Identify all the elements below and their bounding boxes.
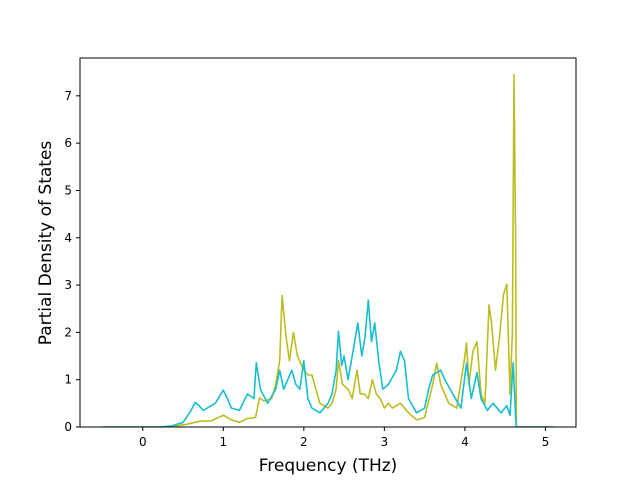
x-tick-label: 1 xyxy=(220,435,228,449)
y-tick-label: 0 xyxy=(64,420,72,434)
x-axis-label: Frequency (THz) xyxy=(259,456,398,476)
y-tick-label: 3 xyxy=(64,278,72,292)
x-tick-label: 4 xyxy=(461,435,469,449)
y-tick-label: 7 xyxy=(64,89,72,103)
y-tick-label: 2 xyxy=(64,325,72,339)
plot-frame xyxy=(79,57,577,428)
x-tick-label: 5 xyxy=(542,435,550,449)
x-axis: 0 1 2 3 4 5 xyxy=(139,427,549,449)
series-layer xyxy=(102,73,554,427)
y-axis: 0 1 2 3 4 5 6 7 xyxy=(64,89,80,434)
y-tick-label: 6 xyxy=(64,136,72,150)
x-tick-label: 0 xyxy=(139,435,147,449)
y-tick-label: 4 xyxy=(64,231,72,245)
y-tick-label: 1 xyxy=(64,373,72,387)
y-axis-label: Partial Density of States xyxy=(36,141,56,346)
y-tick-label: 5 xyxy=(64,183,72,197)
series-line-1 xyxy=(102,73,554,427)
x-tick-label: 2 xyxy=(300,435,308,449)
x-tick-label: 3 xyxy=(381,435,389,449)
series-line-2 xyxy=(102,299,554,427)
